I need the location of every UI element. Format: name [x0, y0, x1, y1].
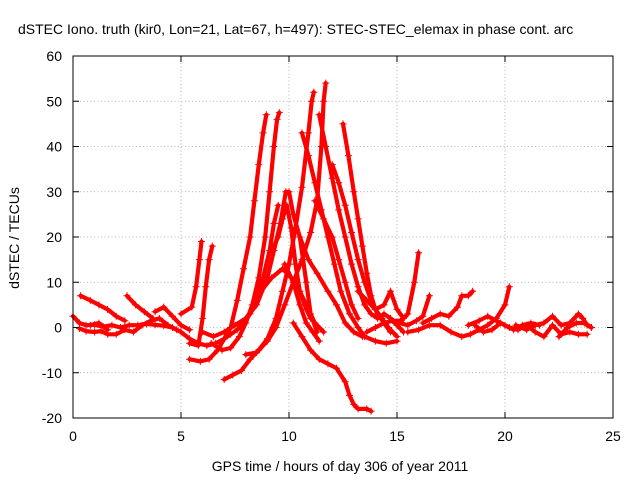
series-arc-05 — [86, 319, 112, 334]
series-line — [364, 250, 421, 335]
plus-markers — [315, 111, 407, 336]
series-line — [282, 262, 322, 344]
plus-markers — [298, 129, 401, 347]
series-arc-17 — [289, 319, 375, 415]
y-tick-label: 60 — [46, 48, 62, 64]
x-tick-label: 5 — [177, 428, 185, 444]
series-arc-28 — [404, 283, 513, 341]
y-tick-label: 30 — [46, 184, 62, 200]
x-axis-label: GPS time / hours of day 306 of year 2011 — [212, 458, 469, 474]
x-tick-label: 25 — [605, 428, 621, 444]
series-line — [78, 293, 127, 323]
plus-markers — [555, 319, 595, 341]
series-arc-07 — [177, 238, 205, 318]
x-tick-labels: 0 5 10 15 20 25 — [69, 428, 621, 444]
series-arc-32 — [555, 319, 595, 341]
y-tick-label: 50 — [46, 93, 62, 109]
plus-markers — [363, 249, 423, 336]
plus-markers — [177, 238, 205, 318]
plus-markers — [207, 109, 283, 354]
series-line — [178, 239, 204, 316]
x-tick-label: 10 — [281, 428, 297, 444]
plus-markers — [395, 292, 433, 329]
plus-markers — [123, 292, 157, 322]
series-arc-12 — [220, 88, 318, 383]
series-arc-27 — [419, 287, 477, 327]
y-tick-label: 10 — [46, 274, 62, 290]
x-tick-label: 0 — [69, 428, 77, 444]
series-line — [297, 234, 365, 339]
series-arc-21 — [311, 197, 362, 322]
plus-markers — [268, 201, 315, 322]
series-arc-06 — [151, 303, 194, 334]
y-tick-label: 20 — [46, 229, 62, 245]
series-line — [124, 293, 155, 321]
plus-markers — [186, 242, 216, 350]
x-tick-label: 15 — [389, 428, 405, 444]
series-arc-15 — [268, 201, 315, 322]
plus-markers — [86, 319, 112, 334]
y-tick-labels: -20 -10 0 10 20 30 40 50 60 — [42, 48, 62, 426]
plus-markers — [311, 197, 362, 322]
series-arc-02 — [76, 314, 181, 338]
chart-title: dSTEC Iono. truth (kir0, Lon=21, Lat=67,… — [18, 21, 573, 37]
series-arc-08 — [186, 242, 216, 350]
plus-markers — [151, 303, 194, 334]
plus-markers — [77, 292, 129, 325]
series-arc-19 — [298, 129, 401, 347]
axis-ticks — [72, 55, 614, 419]
series-arc-03 — [77, 292, 129, 325]
plus-markers — [186, 111, 270, 365]
series-arc-09 — [186, 111, 270, 365]
plus-markers — [281, 260, 323, 345]
plus-markers — [404, 283, 513, 341]
series-line — [222, 90, 316, 382]
series-arc-26 — [395, 292, 433, 329]
series-arc-10 — [207, 109, 283, 354]
series-line — [405, 284, 512, 339]
y-tick-label: -20 — [42, 410, 62, 426]
x-tick-label: 20 — [497, 428, 513, 444]
plus-markers — [289, 319, 375, 415]
y-axis-label: dSTEC / TECUs — [6, 187, 22, 289]
series-line — [209, 110, 282, 353]
y-tick-label: 40 — [46, 139, 62, 155]
data-series — [69, 79, 595, 415]
y-tick-label: -10 — [42, 365, 62, 381]
plus-markers — [419, 287, 477, 327]
plus-markers — [76, 314, 181, 338]
series-arc-25 — [363, 249, 423, 336]
series-arc-04 — [123, 292, 157, 322]
series-arc-16 — [281, 260, 323, 345]
y-tick-label: 0 — [54, 320, 62, 336]
